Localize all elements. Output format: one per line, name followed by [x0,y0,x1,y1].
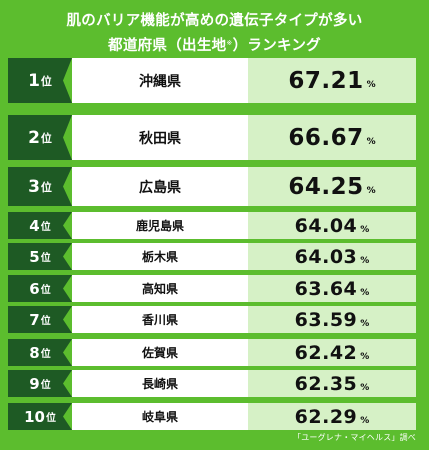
value-cell: 63.59% [248,306,416,333]
percent-unit: % [360,351,370,362]
rank-unit: 位 [40,349,51,360]
percent-unit: % [360,382,370,393]
table-row: 9 位長崎県 62.35% [8,370,416,397]
title-line-1: 肌のバリア機能が高めの遺伝子タイプが多い [66,13,363,29]
footnote-mark: ※ [226,39,233,47]
value-label: 62.42 [294,341,358,364]
prefecture-name: 高知県 [72,275,248,302]
table-row: 3 位広島県 64.25% [8,167,416,206]
table-row: 2 位秋田県 66.67% [8,115,416,160]
rank-number: 10 [24,407,45,426]
prefecture-name: 栃木県 [72,243,248,270]
value-label: 64.03 [294,245,358,268]
value-cell: 64.25% [248,167,416,206]
rank-number: 7 [29,310,40,329]
table-row: 5 位栃木県 64.03% [8,243,416,270]
source-note: 「ユーグレナ・マイヘルス」調べ [293,433,416,442]
rank-number: 6 [29,279,40,298]
title-line-2-start: 都道府県（出生地 [108,38,227,54]
rank-unit: 位 [40,74,52,88]
table-row: 6 位高知県 63.64% [8,275,416,302]
prefecture-name: 長崎県 [72,370,248,397]
rank-number: 9 [29,374,40,393]
rank-number: 5 [29,247,40,266]
table-row: 7 位香川県 63.59% [8,306,416,333]
value-cell: 64.04% [248,212,416,239]
rank-unit: 位 [40,253,51,264]
prefecture-name: 佐賀県 [72,339,248,366]
value-label: 66.67 [288,124,364,151]
prefecture-name: 秋田県 [72,115,248,160]
percent-unit: % [360,255,370,266]
percent-unit: % [360,318,370,329]
value-cell: 63.64% [248,275,416,302]
table-row: 8 位佐賀県 62.42% [8,339,416,366]
value-label: 64.04 [294,214,358,237]
title-line-2-end: ）ランキング [232,38,321,54]
rank-unit: 位 [40,180,52,194]
value-label: 64.25 [288,173,364,200]
percent-unit: % [360,224,370,235]
value-cell: 64.03% [248,243,416,270]
percent-unit: % [360,287,370,298]
value-label: 63.59 [294,308,358,331]
rank-number: 1 [28,70,40,91]
value-cell: 62.35% [248,370,416,397]
table-row: 1 位沖縄県 67.21% [8,58,416,103]
rank-unit: 位 [45,413,56,424]
prefecture-name: 鹿児島県 [72,212,248,239]
value-label: 67.21 [288,67,364,94]
title-line-2: 都道府県（出生地※）ランキング [0,32,429,57]
value-cell: 67.21% [248,58,416,103]
rank-unit: 位 [40,316,51,327]
table-row: 4 位鹿児島県 64.04% [8,212,416,239]
prefecture-name: 広島県 [72,167,248,206]
prefecture-name: 香川県 [72,306,248,333]
rank-unit: 位 [40,380,51,391]
value-label: 63.64 [294,277,358,300]
percent-unit: % [366,136,376,147]
rank-unit: 位 [40,285,51,296]
rank-number: 2 [28,127,40,148]
rank-number: 8 [29,343,40,362]
rank-unit: 位 [40,222,51,233]
percent-unit: % [366,185,376,196]
value-label: 62.29 [294,405,358,428]
rank-number: 4 [29,216,40,235]
rank-unit: 位 [40,131,52,145]
rank-number: 3 [28,176,40,197]
chart-title: 肌のバリア機能が高めの遺伝子タイプが多い 都道府県（出生地※）ランキング [0,10,429,57]
prefecture-name: 沖縄県 [72,58,248,103]
rank-badge: 10 位 [8,403,72,430]
value-cell: 62.29% [248,403,416,430]
table-row: 10 位岐阜県 62.29% [8,403,416,430]
percent-unit: % [366,79,376,90]
value-label: 62.35 [294,372,358,395]
prefecture-name: 岐阜県 [72,403,248,430]
value-cell: 62.42% [248,339,416,366]
percent-unit: % [360,415,370,426]
value-cell: 66.67% [248,115,416,160]
